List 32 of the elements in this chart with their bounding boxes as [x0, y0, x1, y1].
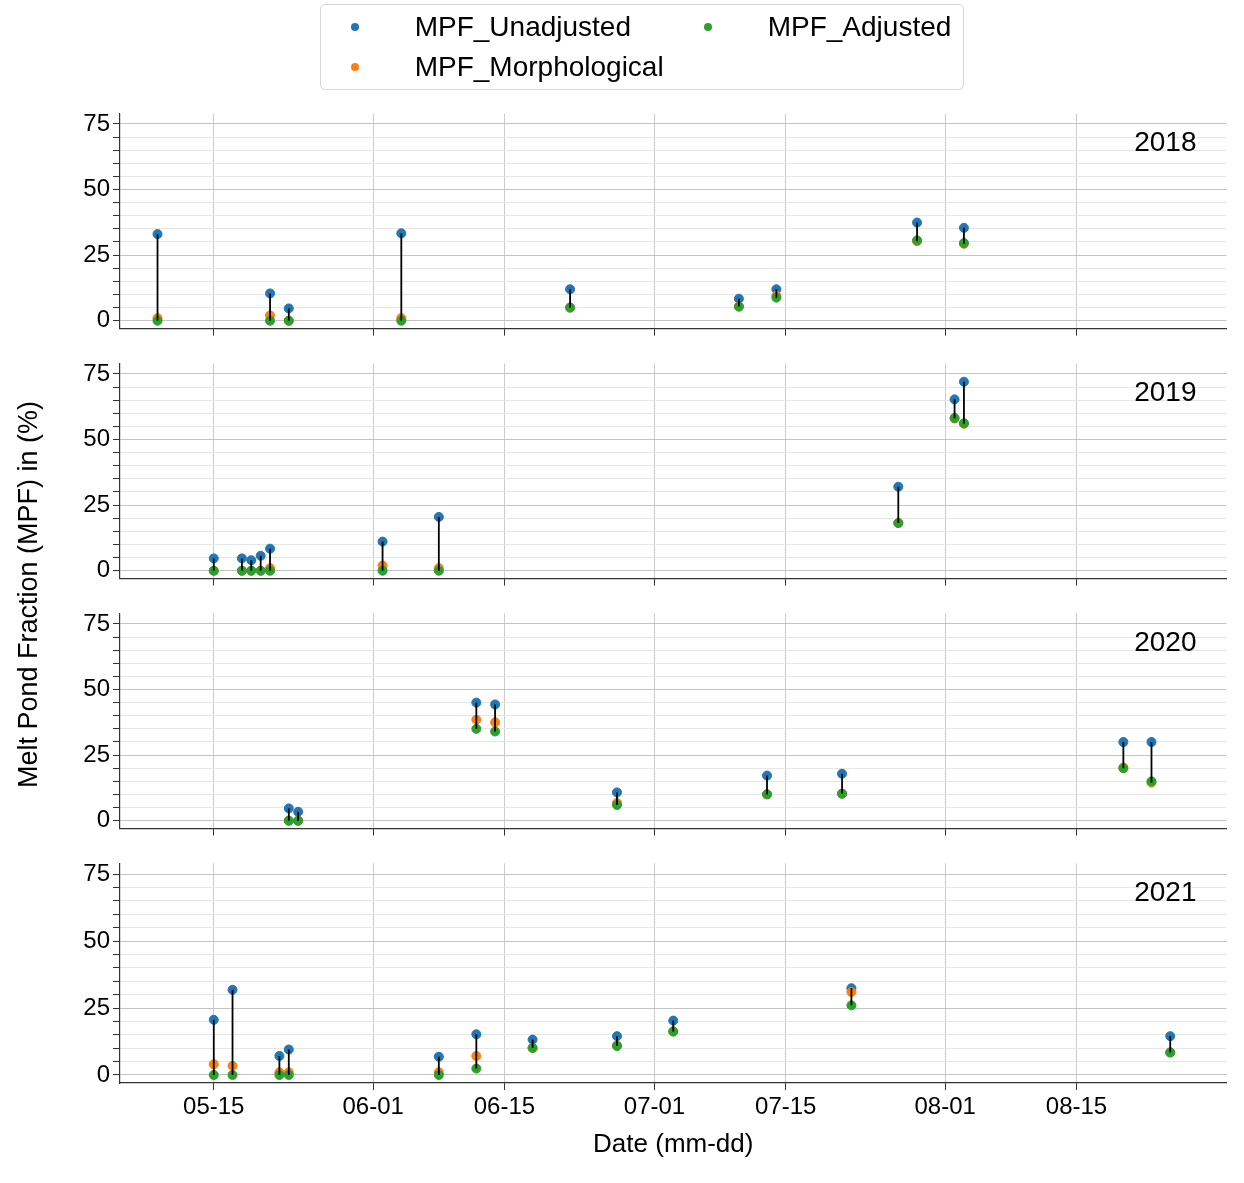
- text: 2020: [1134, 626, 1197, 658]
- y-tick-label: 50: [83, 674, 110, 702]
- y-tick-label: 25: [83, 992, 110, 1020]
- legend-label: MPF_Morphological: [414, 51, 664, 83]
- y-tick-label: 0: [96, 305, 110, 333]
- text: 2018: [1134, 126, 1197, 158]
- y-tick-label: 0: [96, 555, 110, 583]
- y-tick-label: 50: [83, 174, 110, 202]
- x-tick-label: 07-01: [623, 1092, 686, 1120]
- x-tick-label: 08-01: [914, 1092, 976, 1120]
- y-tick-label: 75: [83, 108, 110, 136]
- x-tick-label: 06-15: [473, 1092, 536, 1120]
- text: 2019: [1134, 376, 1197, 408]
- y-tick-label: 25: [83, 739, 110, 767]
- x-tick-label: 07-15: [755, 1092, 817, 1120]
- y-tick-label: 75: [83, 858, 110, 886]
- y-tick-label: 75: [83, 608, 110, 636]
- y-tick-label: 50: [83, 925, 110, 953]
- y-axis-title: Melt Pond Fraction (MPF) in (%): [12, 401, 44, 789]
- y-tick-label: 0: [96, 1059, 110, 1087]
- x-axis-title: Date (mm-dd): [593, 1127, 754, 1158]
- y-tick-label: 25: [83, 489, 110, 517]
- y-tick-label: 25: [83, 239, 110, 267]
- chart-title: 2021: [1134, 876, 1197, 908]
- x-tick-label: 05-15: [183, 1092, 245, 1120]
- x-tick-label: 06-01: [342, 1092, 404, 1120]
- y-tick-label: 75: [83, 358, 110, 386]
- y-tick-label: 50: [83, 424, 110, 452]
- legend-label: MPF_Adjusted: [767, 11, 952, 43]
- legend-label: MPF_Unadjusted: [414, 11, 632, 43]
- x-tick-label: 08-15: [1045, 1092, 1108, 1120]
- y-tick-label: 0: [96, 805, 110, 833]
